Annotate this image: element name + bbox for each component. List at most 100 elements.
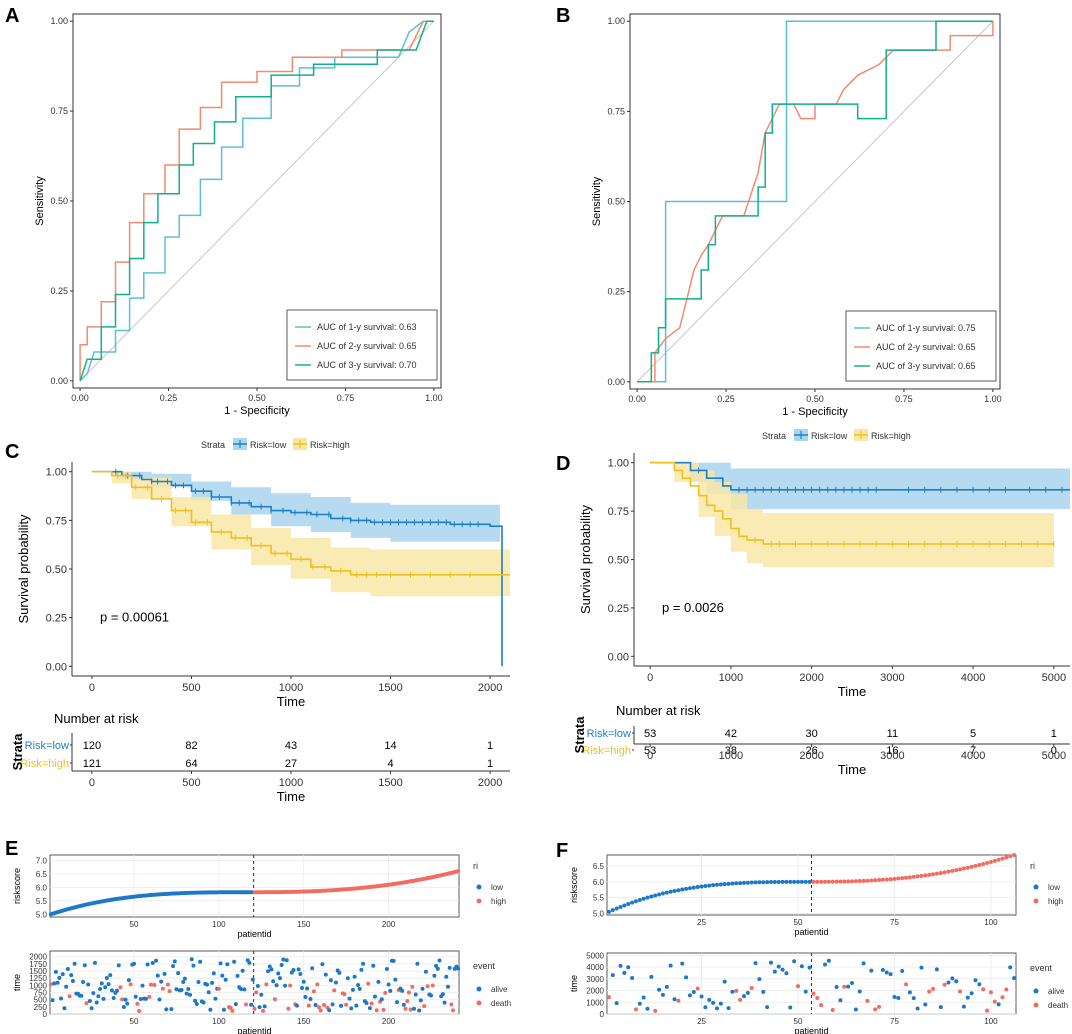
time-point xyxy=(332,988,337,993)
risk-point xyxy=(799,879,804,884)
time-point xyxy=(121,1005,126,1010)
x-tick-label: 5000 xyxy=(1042,672,1066,684)
time-point xyxy=(300,985,305,990)
risk-point xyxy=(1012,853,1017,857)
time-point xyxy=(201,1000,206,1005)
time-point xyxy=(262,1004,267,1009)
legend-label: low xyxy=(491,883,503,892)
y-tick-label: 1000 xyxy=(586,998,604,1007)
time-point xyxy=(50,998,55,1003)
table-x-tick-label: 5000 xyxy=(1042,750,1066,762)
time-point xyxy=(807,965,812,970)
legend-label: alive xyxy=(491,985,508,994)
y-tick-label: 0.75 xyxy=(608,506,629,518)
time-point xyxy=(668,963,673,968)
time-point xyxy=(622,970,627,975)
time-point xyxy=(406,990,411,995)
y-tick-label: 1.00 xyxy=(608,458,629,470)
risk-panel-F: 5.0 5.5 6.0 6.5 25 50 75 100 patientid riskscore r… xyxy=(569,853,1068,1034)
time-point xyxy=(259,992,264,997)
time-point xyxy=(354,1003,359,1008)
risk-point xyxy=(830,879,835,884)
time-point xyxy=(301,979,306,984)
x-tick-label: 150 xyxy=(297,1017,311,1026)
time-point xyxy=(250,977,255,982)
risk-point xyxy=(637,898,642,903)
time-point xyxy=(155,973,160,978)
x-tick-label: 200 xyxy=(382,1017,396,1026)
risk-point xyxy=(865,878,870,883)
x-tick-label: 1.00 xyxy=(425,393,443,403)
time-point xyxy=(846,984,851,989)
legend-title: ri xyxy=(1030,861,1035,871)
legend-label-2: Risk=high xyxy=(871,431,911,441)
legend-label-1: Risk=low xyxy=(250,440,287,450)
time-point xyxy=(451,1008,456,1013)
x-tick-label: 500 xyxy=(182,682,200,694)
y-tick-label: 0.75 xyxy=(46,515,67,527)
time-point xyxy=(985,1008,990,1013)
legend-label-1: AUC of 1-y survival: 0.63 xyxy=(317,322,417,332)
time-point xyxy=(367,1006,372,1011)
time-point xyxy=(919,965,924,970)
legend-box xyxy=(286,309,438,381)
time-point xyxy=(633,1007,638,1012)
time-point xyxy=(244,1002,249,1007)
time-point xyxy=(108,973,113,978)
time-point xyxy=(784,971,789,976)
time-point xyxy=(861,961,866,966)
roc-panel-A: 0.000.00 0.25 0.25 0.50 0.50 0.75 0.75 1.00 1.00… xyxy=(34,13,443,417)
time-point xyxy=(811,991,816,996)
survival-curve-1 xyxy=(650,461,1070,491)
confidence-band-1 xyxy=(91,471,501,542)
time-point xyxy=(1008,965,1013,970)
time-point xyxy=(164,1007,169,1012)
risk-count: 16 xyxy=(886,745,898,757)
diagonal-reference xyxy=(79,20,435,382)
x-tick-label: 0.75 xyxy=(895,394,913,404)
time-point xyxy=(232,959,237,964)
table-x-tick-label: 1000 xyxy=(719,750,743,762)
time-point xyxy=(339,1003,344,1008)
y-tick-label: 0.50 xyxy=(607,197,625,207)
time-point xyxy=(283,983,288,988)
risk-point xyxy=(826,879,831,884)
time-point xyxy=(211,971,216,976)
time-point xyxy=(383,990,388,995)
time-point xyxy=(954,979,959,984)
risk-point xyxy=(618,904,623,909)
time-point xyxy=(57,975,62,980)
risk-count: 38 xyxy=(725,745,737,757)
time-point xyxy=(98,986,103,991)
risk-point xyxy=(958,867,963,872)
risk-point xyxy=(699,884,704,889)
risk-point xyxy=(780,879,785,884)
risk-count: 53 xyxy=(644,728,656,740)
time-point xyxy=(877,1004,882,1009)
time-point xyxy=(55,980,60,985)
risk-point xyxy=(718,882,723,887)
time-point xyxy=(606,995,611,1000)
risk-point xyxy=(838,879,843,884)
panel-letter-D: D xyxy=(556,453,570,475)
time-point xyxy=(109,988,114,993)
time-point xyxy=(286,1006,291,1011)
time-point xyxy=(271,979,276,984)
time-point xyxy=(167,989,172,994)
risk-point xyxy=(969,864,974,869)
x-axis-title: Time xyxy=(838,684,866,699)
risk-point xyxy=(456,869,461,874)
x-tick-label: 1000 xyxy=(719,672,743,684)
y-tick-label: 250 xyxy=(34,1003,48,1012)
risk-point xyxy=(857,879,862,884)
time-point xyxy=(432,973,437,978)
time-point xyxy=(330,1002,335,1007)
plot-frame xyxy=(49,950,460,1015)
time-point xyxy=(749,986,754,991)
x-tick-label: 200 xyxy=(382,920,396,929)
roc-curve-3 xyxy=(637,20,993,383)
time-point xyxy=(445,984,450,989)
time-point xyxy=(1000,995,1005,1000)
time-point xyxy=(923,1002,928,1007)
x-tick-label: 3000 xyxy=(880,672,904,684)
